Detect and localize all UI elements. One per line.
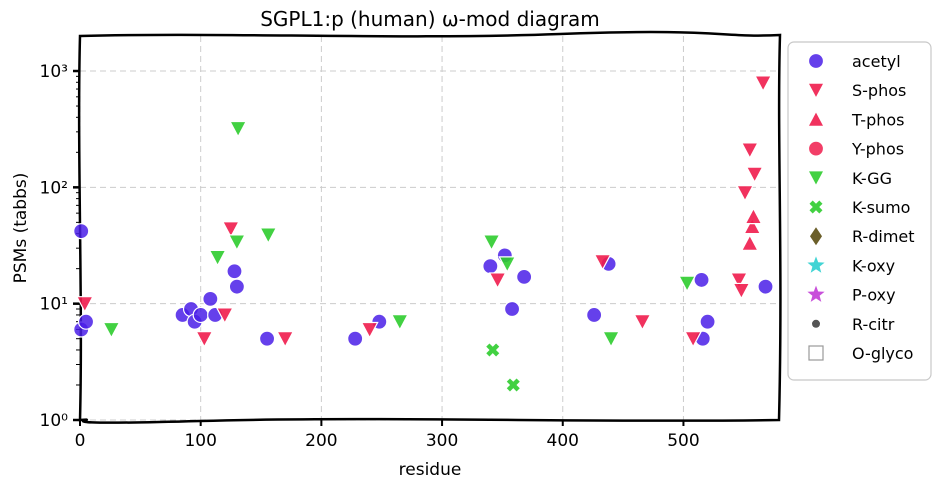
legend-marker-r-dimet (810, 227, 822, 246)
data-point-s-phos (276, 331, 295, 348)
data-point-s-phos (736, 185, 754, 202)
legend-label: K-sumo (852, 198, 910, 217)
data-point-k-gg (678, 275, 697, 293)
data-point-acetyl (347, 330, 364, 347)
grid-lines (79, 36, 780, 421)
plot-frame (77, 30, 782, 424)
y-tick-label: 10³ (40, 62, 68, 82)
x-tick-label: 0 (75, 431, 86, 451)
data-point-s-phos (195, 331, 214, 348)
legend-marker-k-gg (807, 170, 825, 188)
data-point-acetyl (202, 290, 219, 307)
data-point-k-gg (227, 234, 246, 252)
data-point-acetyl (258, 330, 276, 347)
data-point-acetyl (693, 271, 710, 289)
legend-marker-k-oxy (807, 256, 825, 273)
data-point-s-phos (488, 272, 507, 290)
legend-label: T-phos (851, 110, 905, 129)
data-point-s-phos (593, 253, 612, 271)
data-point-s-phos (729, 272, 748, 290)
data-point-acetyl (516, 268, 533, 285)
x-tick-label: 500 (667, 431, 699, 451)
data-point-acetyl (73, 223, 90, 240)
chart-title: SGPL1:p (human) ω-mod diagram (260, 7, 600, 31)
data-point-k-gg (208, 249, 227, 267)
data-point-k-gg (259, 227, 278, 245)
legend: acetyl S-phos T-phos Y-phos K-GG K-sumo R-dime… (787, 41, 932, 381)
data-point-s-phos (754, 75, 773, 93)
data-point-acetyl (503, 300, 521, 318)
legend-label: P-oxy (852, 286, 896, 305)
legend-marker-r-citr (812, 319, 820, 328)
legend-label: K-oxy (852, 256, 895, 275)
data-point-acetyl (228, 278, 245, 295)
legend-items: acetyl S-phos T-phos Y-phos K-GG K-sumo R-dime… (807, 52, 915, 363)
legend-label: R-dimet (852, 227, 915, 246)
data-point-s-phos (215, 307, 234, 325)
data-point-acetyl (757, 278, 774, 295)
data-point-s-phos (360, 321, 379, 339)
data-point-acetyl (192, 306, 209, 324)
data-point-k-gg (602, 331, 621, 348)
legend-marker-acetyl (807, 52, 825, 70)
data-point-k-sumo (486, 343, 500, 357)
y-tick-label: 10¹ (40, 295, 68, 315)
data-point-s-phos (221, 221, 240, 239)
legend-label: K-GG (852, 169, 892, 188)
legend-marker-s-phos (807, 82, 825, 100)
data-point-s-phos (732, 282, 751, 300)
axis-ticks: 0 100 200 300 400 500 10⁰ 10¹ 10² 10³ (40, 62, 700, 451)
data-point-acetyl (482, 258, 499, 275)
data-point-k-gg (498, 256, 517, 274)
x-tick-label: 300 (426, 431, 458, 451)
data-point-s-phos (745, 166, 764, 184)
x-axis-label: residue (399, 460, 462, 480)
data-point-t-phos (743, 217, 762, 235)
data-point-acetyl (77, 313, 95, 330)
legend-label: acetyl (852, 52, 901, 71)
data-point-acetyl (699, 313, 716, 330)
y-tick-label: 10⁰ (40, 411, 69, 431)
data-point-k-gg (229, 120, 248, 138)
data-point-k-gg (482, 234, 501, 252)
x-tick-label: 100 (184, 431, 216, 451)
legend-marker-k-sumo (809, 200, 823, 214)
legend-label: O-glyco (852, 344, 913, 363)
data-point-s-phos (75, 296, 94, 313)
data-point-t-phos (740, 234, 759, 251)
data-points (73, 75, 774, 392)
data-point-s-phos (740, 142, 759, 160)
legend-label: S-phos (852, 81, 906, 100)
data-point-s-phos (633, 314, 652, 331)
legend-marker-o-glyco (808, 345, 824, 361)
data-point-acetyl (226, 263, 243, 280)
data-point-k-gg (390, 314, 409, 331)
y-tick-label: 10² (40, 178, 68, 198)
data-point-t-phos (744, 207, 763, 225)
y-axis-label: PSMs (tabbs) (11, 173, 31, 284)
data-point-k-sumo (506, 378, 520, 392)
data-point-acetyl (586, 306, 603, 324)
legend-label: Y-phos (851, 140, 904, 159)
legend-marker-t-phos (807, 110, 825, 128)
legend-label: R-citr (852, 315, 895, 334)
data-point-k-gg (102, 321, 121, 339)
x-tick-label: 400 (547, 431, 579, 451)
data-point-s-phos (684, 331, 703, 348)
x-tick-label: 200 (305, 431, 337, 451)
legend-marker-p-oxy (807, 285, 825, 302)
legend-marker-y-phos (807, 140, 825, 157)
